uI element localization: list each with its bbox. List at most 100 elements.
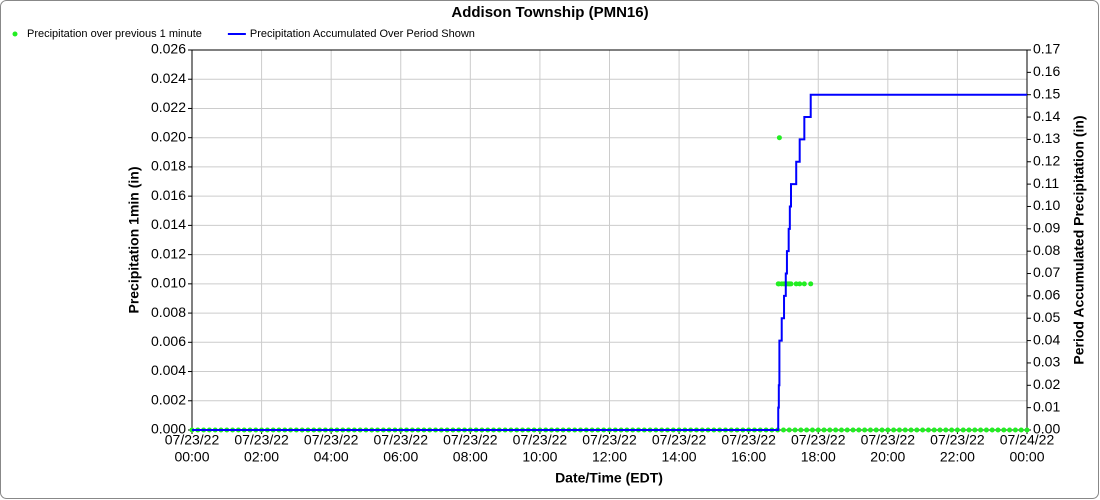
data-point bbox=[815, 427, 821, 433]
data-point bbox=[798, 427, 804, 433]
data-point bbox=[801, 281, 807, 287]
x-tick-label: 07/23/22 bbox=[582, 432, 637, 448]
data-point bbox=[914, 427, 920, 433]
data-point bbox=[972, 427, 978, 433]
x-tick-label: 07/23/22 bbox=[443, 432, 498, 448]
data-point bbox=[844, 427, 850, 433]
y2-tick-label: 0.05 bbox=[1033, 309, 1060, 325]
x-tick-label: 07/23/22 bbox=[374, 432, 429, 448]
y2-tick-label: 0.13 bbox=[1033, 130, 1060, 146]
accumulated-line bbox=[192, 93, 1027, 431]
x-tick-label: 07/23/22 bbox=[234, 432, 289, 448]
x-tick-label: 04:00 bbox=[314, 449, 349, 465]
data-point bbox=[925, 427, 931, 433]
data-point bbox=[920, 427, 926, 433]
y-tick-label: 0.016 bbox=[151, 187, 186, 203]
x-tick-label: 07/23/22 bbox=[861, 432, 916, 448]
y-axis-label: Precipitation 1min (in) bbox=[126, 166, 142, 313]
x-tick-label: 07/23/22 bbox=[304, 432, 359, 448]
data-point bbox=[776, 135, 782, 141]
data-point bbox=[838, 427, 844, 433]
data-point bbox=[788, 281, 794, 287]
y2-tick-label: 0.14 bbox=[1033, 108, 1060, 124]
y2-tick-label: 0.06 bbox=[1033, 287, 1060, 303]
x-tick-label: 07/23/22 bbox=[930, 432, 985, 448]
data-point bbox=[867, 427, 873, 433]
y-tick-label: 0.022 bbox=[151, 99, 186, 115]
y-tick-label: 0.002 bbox=[151, 391, 186, 407]
y2-tick-label: 0.15 bbox=[1033, 85, 1060, 101]
x-tick-label: 02:00 bbox=[244, 449, 279, 465]
x-tick-label: 18:00 bbox=[801, 449, 836, 465]
x-tick-label: 07/23/22 bbox=[791, 432, 846, 448]
y2-tick-label: 0.07 bbox=[1033, 264, 1060, 280]
data-point bbox=[1012, 427, 1018, 433]
x-tick-label: 07/23/22 bbox=[652, 432, 707, 448]
data-point bbox=[978, 427, 984, 433]
data-point bbox=[902, 427, 908, 433]
data-point bbox=[943, 427, 949, 433]
y-tick-label: 0.012 bbox=[151, 245, 186, 261]
y-tick-label: 0.024 bbox=[151, 70, 186, 86]
y-tick-label: 0.014 bbox=[151, 216, 186, 232]
data-point bbox=[804, 427, 810, 433]
y-tick-label: 0.000 bbox=[151, 421, 186, 437]
y2-tick-label: 0.12 bbox=[1033, 152, 1060, 168]
chart-title: Addison Township (PMN16) bbox=[451, 4, 648, 21]
data-point bbox=[949, 427, 955, 433]
data-point bbox=[931, 427, 937, 433]
x-axis-label: Date/Time (EDT) bbox=[555, 470, 663, 486]
data-point bbox=[856, 427, 862, 433]
y2-tick-label: 0.09 bbox=[1033, 220, 1060, 236]
x-tick-label: 16:00 bbox=[731, 449, 766, 465]
data-point bbox=[954, 427, 960, 433]
data-point bbox=[989, 427, 995, 433]
legend-label: Precipitation over previous 1 minute bbox=[27, 28, 202, 40]
x-tick-label: 07/23/22 bbox=[721, 432, 776, 448]
data-point bbox=[793, 281, 799, 287]
data-point bbox=[995, 427, 1001, 433]
data-point bbox=[891, 427, 897, 433]
y-tick-label: 0.008 bbox=[151, 304, 186, 320]
data-point bbox=[983, 427, 989, 433]
y2-tick-label: 0.17 bbox=[1033, 41, 1060, 57]
x-tick-label: 07/23/22 bbox=[513, 432, 568, 448]
x-tick-label: 06:00 bbox=[383, 449, 418, 465]
data-point bbox=[808, 281, 814, 287]
data-point bbox=[896, 427, 902, 433]
y2-axis-label: Period Accumulated Precipitation (in) bbox=[1071, 115, 1087, 364]
data-point bbox=[833, 427, 839, 433]
data-point bbox=[885, 427, 891, 433]
y-tick-label: 0.018 bbox=[151, 158, 186, 174]
y2-tick-label: 0.16 bbox=[1033, 63, 1060, 79]
x-tick-label: 00:00 bbox=[1009, 449, 1044, 465]
y2-tick-label: 0.03 bbox=[1033, 354, 1060, 370]
data-point bbox=[1001, 427, 1007, 433]
y2-tick-label: 0.08 bbox=[1033, 242, 1060, 258]
data-point bbox=[780, 427, 786, 433]
x-tick-label: 10:00 bbox=[522, 449, 557, 465]
x-tick-label: 00:00 bbox=[174, 449, 209, 465]
y2-tick-label: 0.02 bbox=[1033, 376, 1060, 392]
data-point bbox=[862, 427, 868, 433]
data-point bbox=[960, 427, 966, 433]
data-point bbox=[1024, 427, 1030, 433]
y2-tick-label: 0.01 bbox=[1033, 398, 1060, 414]
data-point bbox=[792, 427, 798, 433]
x-tick-label: 20:00 bbox=[870, 449, 905, 465]
data-point bbox=[908, 427, 914, 433]
data-point bbox=[850, 427, 856, 433]
data-point bbox=[879, 427, 885, 433]
y-tick-label: 0.020 bbox=[151, 128, 186, 144]
x-tick-label: 22:00 bbox=[940, 449, 975, 465]
y-tick-label: 0.026 bbox=[151, 41, 186, 57]
data-point bbox=[821, 427, 827, 433]
data-point bbox=[786, 427, 792, 433]
data-point bbox=[937, 427, 943, 433]
x-tick-label: 08:00 bbox=[453, 449, 488, 465]
legend-marker bbox=[12, 31, 18, 37]
x-tick-label: 07/23/22 bbox=[165, 432, 220, 448]
x-tick-label: 12:00 bbox=[592, 449, 627, 465]
y-tick-label: 0.004 bbox=[151, 362, 186, 378]
